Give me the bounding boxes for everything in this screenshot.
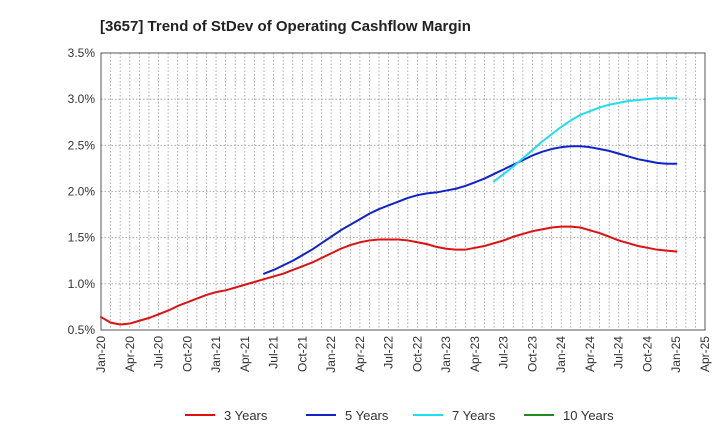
x-tick-label: Jul-20 [152, 336, 166, 369]
series-line-3-years [100, 225, 678, 326]
x-tick-label: Jan-22 [324, 336, 338, 373]
legend: 3 Years 5 Years 7 Years 10 Years [185, 408, 614, 423]
y-tick-label: 1.0% [68, 277, 96, 291]
x-tick-label: Oct-23 [525, 336, 539, 372]
x-axis: Jan-20 Apr-20 Jul-20 Oct-20 Jan-21 Apr-21 Jul-… [94, 336, 712, 373]
x-tick-label: Jul-21 [267, 336, 281, 369]
x-tick-label: Jul-23 [497, 336, 511, 369]
y-tick-label: 3.5% [68, 46, 96, 60]
x-tick-label: Apr-21 [238, 336, 252, 372]
y-tick-label: 0.5% [68, 323, 96, 337]
legend-label: 3 Years [224, 408, 268, 423]
y-tick-label: 2.0% [68, 185, 96, 199]
legend-label: 10 Years [563, 408, 614, 423]
x-tick-label: Jan-24 [554, 336, 568, 373]
x-tick-label: Apr-20 [123, 336, 137, 372]
x-tick-label: Jul-22 [382, 336, 396, 369]
chart-title: [3657] Trend of StDev of Operating Cashf… [100, 18, 471, 35]
y-axis: 0.5% 1.0% 1.5% 2.0% 2.5% 3.0% 3.5% [68, 46, 96, 337]
x-tick-label: Oct-22 [410, 336, 424, 372]
x-tick-label: Jan-21 [209, 336, 223, 373]
x-tick-label: Apr-22 [353, 336, 367, 372]
legend-label: 5 Years [345, 408, 389, 423]
legend-label: 7 Years [452, 408, 496, 423]
series-line-5-years [262, 145, 678, 275]
x-tick-label: Apr-25 [698, 336, 712, 372]
x-tick-label: Oct-21 [295, 336, 309, 372]
x-tick-label: Apr-24 [583, 336, 597, 372]
x-tick-label: Jan-25 [669, 336, 683, 373]
x-tick-label: Oct-20 [180, 336, 194, 372]
plot-frame [100, 52, 706, 331]
x-tick-label: Jul-24 [612, 336, 626, 369]
grid [101, 53, 705, 330]
y-tick-label: 2.5% [68, 138, 96, 152]
series-lines [100, 97, 678, 326]
y-tick-label: 3.0% [68, 92, 96, 106]
x-tick-label: Jan-23 [439, 336, 453, 373]
y-tick-label: 1.5% [68, 231, 96, 245]
x-tick-label: Apr-23 [468, 336, 482, 372]
x-tick-label: Jan-20 [94, 336, 108, 373]
x-tick-label: Oct-24 [640, 336, 654, 372]
series-line-7-years [493, 97, 678, 183]
